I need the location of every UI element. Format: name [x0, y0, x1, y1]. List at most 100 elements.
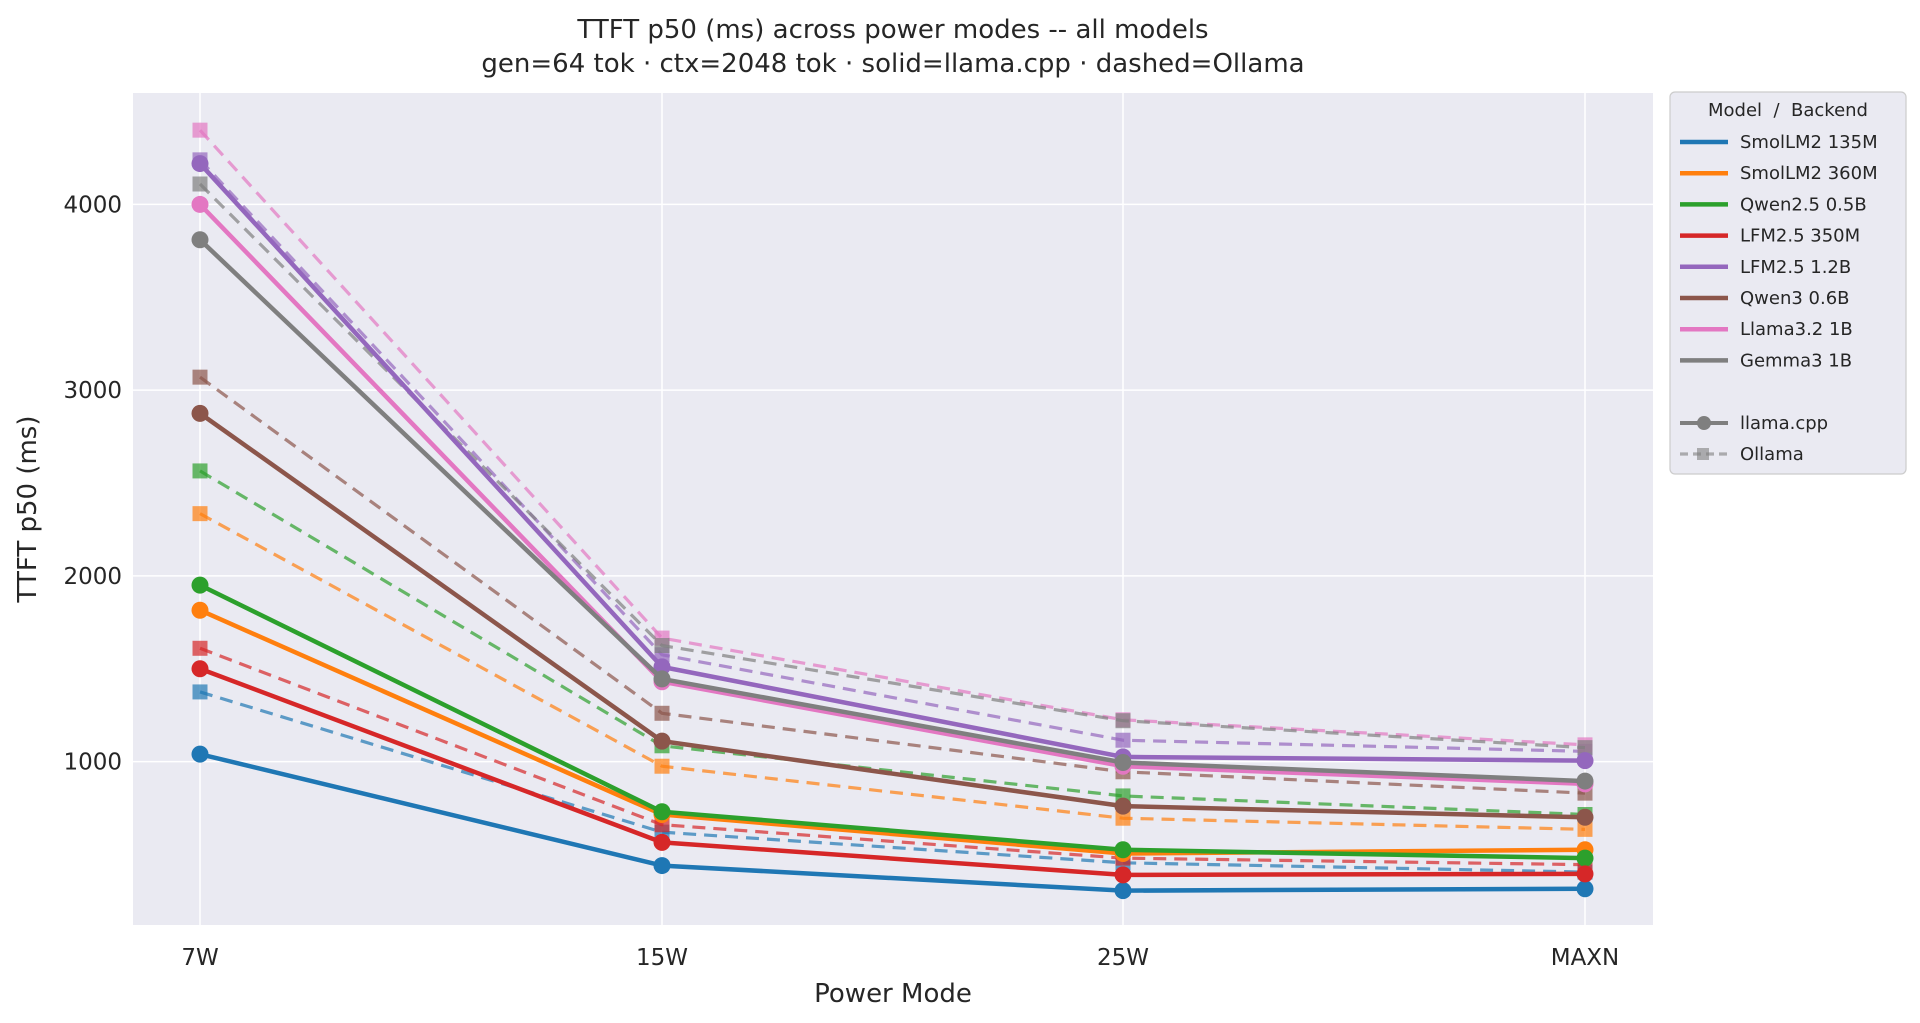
chart-title: TTFT p50 (ms) across power modes -- all …: [576, 15, 1208, 45]
data-point-square: [192, 176, 208, 192]
series-line: [199, 375, 1586, 795]
legend-item: LFM2.5 350M: [1680, 226, 1860, 247]
series-llamacpp-lfm2-5-350m: [191, 660, 1594, 884]
series-line: [199, 666, 1586, 878]
legend-item: Llama3.2 1B: [1680, 319, 1853, 340]
series-line: [199, 583, 1586, 861]
data-point-square: [1115, 713, 1131, 729]
y-tick-label: 2000: [63, 564, 122, 590]
data-point-circle: [191, 660, 209, 678]
legend-label: Qwen2.5 0.5B: [1740, 194, 1867, 215]
series-line: [199, 646, 1586, 867]
series-line: [198, 158, 1586, 753]
data-point-circle: [1114, 797, 1132, 815]
legend-label: SmolLM2 135M: [1740, 132, 1878, 153]
data-point-circle: [1114, 866, 1132, 884]
data-point-circle: [191, 231, 209, 249]
series-llamacpp-smollm2-135m: [191, 745, 1594, 900]
data-point-circle: [191, 745, 209, 763]
legend-items: SmolLM2 135M SmolLM2 360M Qwen2.5 0.5B LFM2…: [1680, 132, 1878, 465]
data-point-circle: [653, 833, 671, 851]
series-llamacpp-gemma3-1b: [191, 231, 1594, 790]
series-line: [198, 202, 1586, 787]
series-line: [198, 162, 1586, 763]
data-point-circle: [1576, 849, 1594, 867]
legend-title: Model / Backend: [1708, 100, 1868, 121]
x-axis-label: Power Mode: [814, 979, 972, 1009]
y-tick-label: 4000: [63, 192, 122, 218]
legend: Model / Backend SmolLM2 135M SmolLM2 360M…: [1669, 91, 1907, 475]
legend-item: LFM2.5 1.2B: [1680, 257, 1851, 278]
plot-background: [133, 93, 1653, 925]
x-tick-label: MAXN: [1551, 945, 1620, 971]
x-tick-label: 25W: [1097, 945, 1149, 971]
legend-item: SmolLM2 360M: [1680, 163, 1878, 184]
series-layer: [191, 122, 1594, 900]
data-point-circle: [1114, 754, 1132, 771]
legend-label: Ollama: [1740, 444, 1804, 465]
y-axis-label: TTFT p50 (ms): [13, 416, 43, 604]
data-point-circle: [1576, 772, 1594, 790]
y-tick-label: 3000: [63, 378, 122, 404]
legend-item: Gemma3 1B: [1680, 350, 1852, 371]
series-line: [198, 411, 1586, 820]
series-line: [199, 690, 1586, 874]
legend-box: [1669, 91, 1907, 475]
data-point-circle: [653, 658, 671, 676]
data-point-circle: [653, 857, 671, 875]
data-point-circle: [1576, 880, 1594, 898]
data-point-circle: [1576, 752, 1594, 770]
series-line: [199, 608, 1586, 856]
legend-item-backend: Ollama: [1680, 444, 1804, 465]
legend-item: SmolLM2 135M: [1680, 132, 1878, 153]
data-point-circle: [653, 803, 671, 821]
legend-label: LFM2.5 350M: [1740, 226, 1860, 247]
series-llamacpp-qwen2-5-0-5b: [191, 576, 1594, 867]
data-point-square: [1577, 821, 1593, 837]
series-line: [198, 129, 1586, 747]
grid-lines: [133, 93, 1653, 925]
series-line: [199, 512, 1586, 831]
data-point-square: [192, 122, 208, 138]
x-tick-label: 15W: [636, 945, 688, 971]
tick-labels: 7W 15W 25W MAXN 1000 2000 3000 4000: [63, 192, 1619, 971]
data-point-circle: [191, 155, 209, 173]
data-point-square: [1115, 732, 1131, 748]
data-point-square: [192, 684, 208, 700]
legend-label: LFM2.5 1.2B: [1740, 257, 1851, 278]
legend-label: Llama3.2 1B: [1740, 319, 1853, 340]
legend-label: Gemma3 1B: [1740, 350, 1852, 371]
data-point-square: [1115, 810, 1131, 826]
data-point-square: [654, 758, 670, 774]
data-point-circle: [191, 195, 209, 213]
y-tick-label: 1000: [63, 750, 122, 776]
legend-item-backend: llama.cpp: [1680, 413, 1828, 434]
series-ollama-smollm2-360m: [192, 506, 1593, 837]
chart-subtitle: gen=64 tok · ctx=2048 tok · solid=llama.…: [481, 49, 1304, 79]
legend-marker-circle: [1697, 416, 1711, 430]
data-point-circle: [653, 732, 671, 750]
x-tick-label: 7W: [181, 945, 218, 971]
data-point-circle: [191, 576, 209, 594]
data-point-square: [192, 640, 208, 656]
data-point-circle: [653, 670, 671, 688]
data-point-square: [192, 369, 208, 385]
data-point-circle: [1114, 882, 1132, 900]
data-point-circle: [1576, 808, 1594, 826]
legend-marker-square: [1697, 448, 1709, 460]
data-point-square: [192, 463, 208, 479]
series-line: [199, 751, 1586, 893]
data-point-square: [1577, 740, 1593, 756]
data-point-circle: [191, 404, 209, 422]
data-point-square: [654, 638, 670, 653]
data-point-circle: [191, 601, 209, 619]
series-line: [198, 238, 1586, 784]
data-point-square: [192, 506, 208, 522]
legend-item: Qwen3 0.6B: [1680, 288, 1850, 309]
series-llamacpp-qwen3-0-6b: [191, 404, 1594, 826]
legend-item: Qwen2.5 0.5B: [1680, 194, 1867, 215]
legend-label: SmolLM2 360M: [1740, 163, 1878, 184]
data-point-circle: [1576, 865, 1594, 883]
plot-area: [133, 93, 1653, 925]
